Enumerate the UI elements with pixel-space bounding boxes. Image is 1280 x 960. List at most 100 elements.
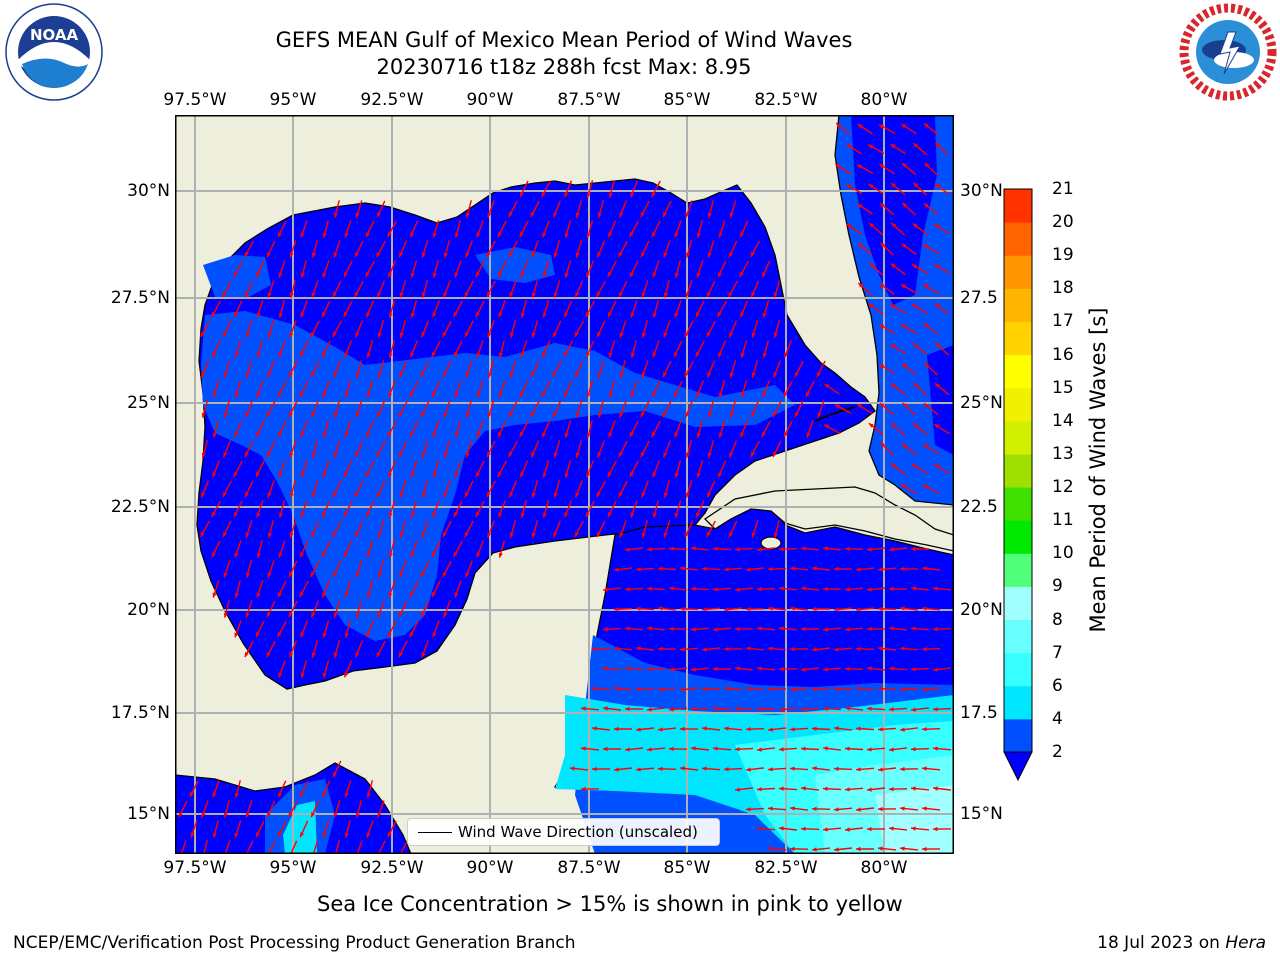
wave-direction-arrowhead: [311, 252, 316, 258]
wave-direction-arrowhead: [211, 511, 216, 517]
wave-direction-arrowhead: [674, 272, 679, 278]
wave-direction-arrowhead: [784, 352, 789, 358]
wave-direction-arrowhead: [779, 547, 784, 552]
wave-direction-arrowhead: [443, 292, 448, 298]
wave-direction-arrowhead: [245, 812, 250, 818]
wave-direction-arrowhead: [531, 532, 536, 538]
wave-direction-arrowhead: [344, 832, 349, 838]
wave-direction-arrowhead: [377, 212, 382, 218]
wave-direction-arrowhead: [890, 144, 896, 149]
wave-direction-arrowhead: [201, 452, 206, 458]
wave-direction-arrowhead: [867, 706, 872, 711]
wave-direction-arrowhead: [923, 284, 929, 289]
wave-direction-arrowhead: [746, 686, 751, 691]
wave-direction-arrowhead: [586, 232, 591, 238]
wave-direction-arrowhead: [586, 392, 591, 398]
wave-direction-arrowhead: [779, 707, 784, 712]
wave-direction-arrowhead: [333, 612, 338, 618]
wave-direction-arrowhead: [454, 432, 459, 438]
wave-direction-arrowhead: [868, 303, 874, 309]
wave-direction-arrowhead: [768, 767, 773, 772]
legend-line-swatch: [418, 832, 452, 833]
wave-direction-arrow: [399, 840, 408, 854]
wave-direction-arrowhead: [718, 392, 723, 398]
wave-direction-arrowhead: [823, 786, 828, 791]
wave-direction-arrowhead: [597, 252, 602, 258]
wave-direction-arrowhead: [812, 687, 817, 692]
wave-direction-arrowhead: [652, 272, 657, 278]
wave-direction-arrowhead: [889, 826, 894, 831]
wave-direction-arrowhead: [900, 806, 905, 811]
wave-direction-arrowhead: [398, 652, 403, 657]
wave-direction-arrowhead: [575, 212, 580, 218]
wave-direction-arrowhead: [922, 647, 927, 652]
wave-direction-arrowhead: [234, 832, 239, 838]
wave-direction-arrowhead: [662, 412, 667, 417]
wave-direction-arrowhead: [856, 846, 861, 852]
wave-direction-arrowhead: [542, 272, 547, 278]
wave-direction-arrowhead: [607, 512, 612, 517]
wave-direction-arrowhead: [823, 827, 828, 832]
wave-direction-arrowhead: [795, 412, 799, 417]
wave-direction-arrow: [224, 840, 231, 854]
wave-direction-arrowhead: [509, 412, 513, 418]
wave-direction-arrowhead: [878, 806, 883, 812]
wave-direction-arrowhead: [564, 312, 569, 318]
wave-direction-arrowhead: [636, 567, 641, 572]
wave-direction-arrowhead: [343, 511, 348, 517]
wave-direction-arrowhead: [322, 792, 327, 798]
wave-direction-arrowhead: [779, 666, 784, 672]
wave-direction-arrowhead: [845, 706, 850, 711]
wave-direction-arrowhead: [575, 372, 580, 378]
wave-direction-arrowhead: [476, 432, 481, 438]
wave-direction-arrowhead: [310, 372, 315, 377]
wave-direction-arrowhead: [685, 532, 690, 538]
wave-direction-arrowhead: [900, 646, 905, 651]
wave-direction-arrowhead: [553, 492, 558, 498]
wave-direction-arrowhead: [630, 512, 635, 518]
wave-direction-arrowhead: [432, 512, 437, 518]
wave-direction-arrowhead: [421, 492, 426, 498]
wave-direction-arrowhead: [724, 607, 729, 612]
wave-direction-arrowhead: [801, 707, 806, 712]
wave-direction-arrowhead: [498, 352, 503, 358]
wave-direction-arrowhead: [486, 252, 491, 257]
lat-tick-label: 22.5°N: [110, 497, 170, 517]
wave-direction-arrowhead: [835, 164, 841, 169]
wave-direction-arrowhead: [542, 472, 547, 478]
wave-direction-arrowhead: [432, 232, 437, 238]
wave-direction-arrowhead: [322, 232, 327, 238]
wave-direction-arrowhead: [190, 792, 194, 797]
wave-direction-arrowhead: [922, 766, 927, 771]
wave-direction-arrowhead: [443, 452, 448, 458]
wave-direction-arrowhead: [669, 626, 674, 631]
wave-direction-arrowhead: [586, 272, 591, 278]
wave-direction-arrowhead: [713, 546, 718, 551]
wave-direction-arrowhead: [728, 291, 733, 297]
wave-direction-arrowhead: [794, 372, 799, 377]
wave-direction-arrowhead: [410, 512, 415, 518]
wave-direction-arrowhead: [563, 351, 568, 357]
wave-direction-arrowhead: [718, 432, 723, 438]
wave-direction-arrowhead: [901, 284, 907, 289]
wave-direction-arrowhead: [388, 352, 393, 358]
wave-direction-arrowhead: [935, 383, 940, 388]
wave-direction-arrowhead: [212, 592, 217, 598]
wave-direction-arrowhead: [773, 292, 778, 298]
wave-direction-arrowhead: [597, 212, 602, 218]
wave-direction-arrowhead: [603, 587, 608, 592]
wave-direction-arrowhead: [564, 192, 569, 198]
wave-direction-arrowhead: [934, 303, 940, 308]
wave-direction-arrowhead: [924, 162, 930, 168]
wave-direction-arrowhead: [542, 312, 547, 318]
wave-direction-arrowhead: [519, 232, 524, 237]
wave-direction-arrowhead: [388, 592, 393, 598]
wave-direction-arrowhead: [343, 311, 348, 317]
wave-direction-arrowhead: [355, 372, 360, 378]
wave-direction-arrowhead: [376, 652, 381, 657]
wave-direction-arrowhead: [509, 372, 514, 378]
wave-direction-arrowhead: [256, 352, 261, 358]
wave-direction-arrowhead: [713, 627, 718, 632]
wave-direction-arrowhead: [640, 212, 645, 217]
wave-direction-arrowhead: [245, 412, 250, 418]
